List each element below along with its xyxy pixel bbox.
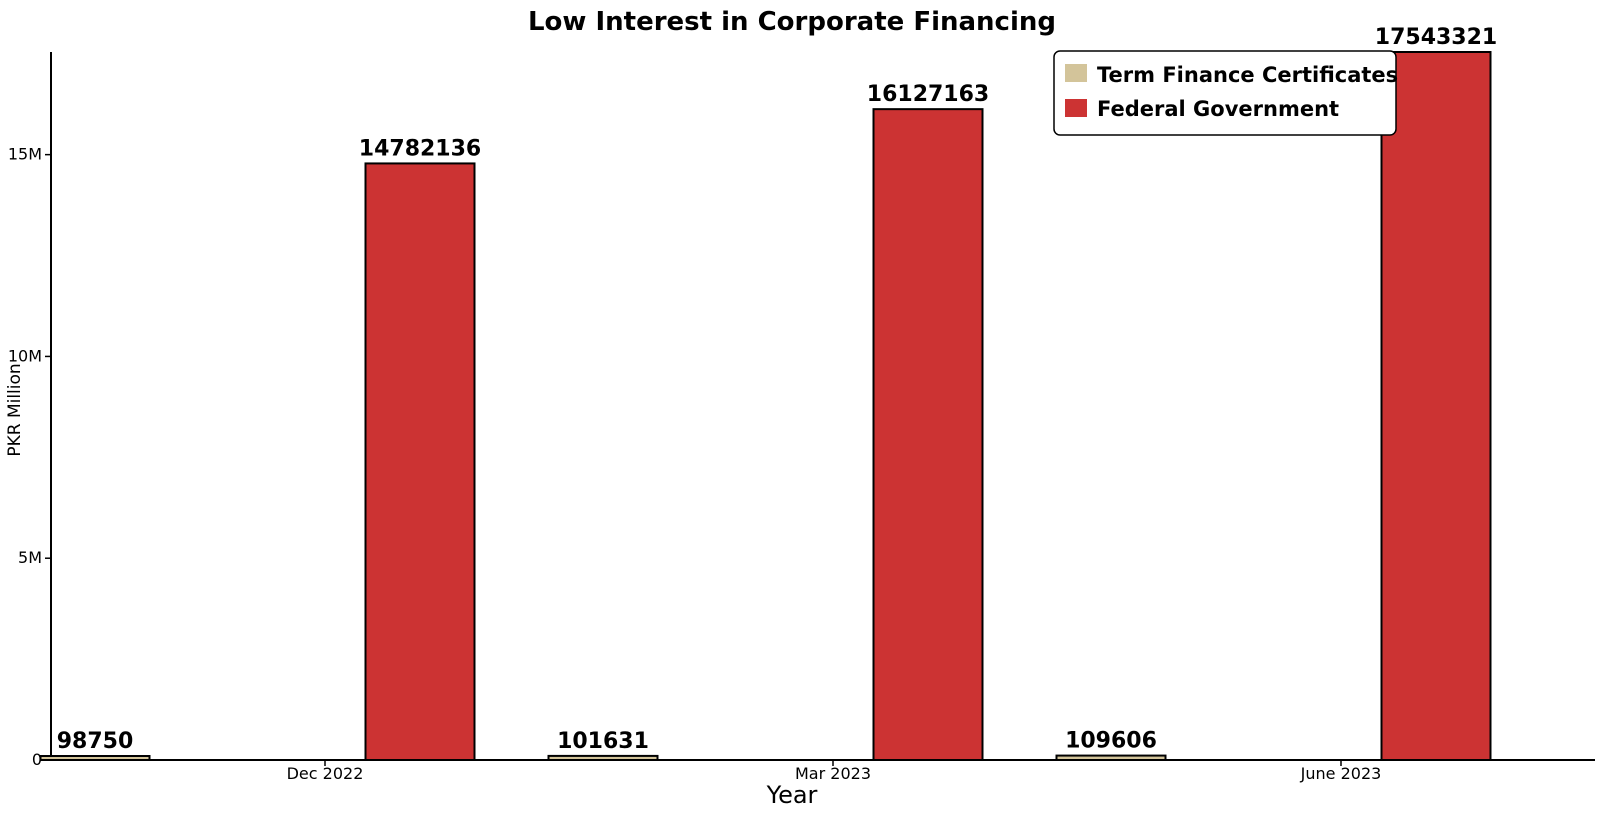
legend-swatch-term-finance-certificates — [1065, 64, 1087, 82]
y-tick-label: 5M — [18, 548, 42, 567]
legend-box — [1053, 50, 1397, 136]
y-tick-label: 0 — [32, 750, 42, 769]
bar-term-finance-certificates-june-2023 — [1055, 754, 1167, 761]
x-axis-title: Year — [766, 781, 818, 809]
data-label-term-finance-certificates-dec-2022: 98750 — [57, 729, 134, 754]
x-ticks: Dec 2022 Mar 2023 June 2023 — [287, 760, 1382, 783]
legend-label-term-finance-certificates: Term Finance Certificates — [1097, 63, 1398, 87]
data-label-term-finance-certificates-june-2023: 109606 — [1065, 729, 1157, 754]
x-tick-label-dec-2022: Dec 2022 — [287, 764, 364, 783]
data-label-term-finance-certificates-mar-2023: 101631 — [557, 729, 649, 754]
legend: Term Finance Certificates Federal Govern… — [1053, 50, 1398, 136]
y-tick-label: 10M — [8, 346, 42, 365]
bar-federal-government-june-2023 — [1380, 51, 1492, 761]
bar-term-finance-certificates-dec-2022 — [39, 755, 151, 761]
legend-label-federal-government: Federal Government — [1097, 97, 1339, 121]
data-labels: 98750 14782136 101631 16127163 109606 1754332… — [57, 25, 1498, 754]
x-tick-label-mar-2023: Mar 2023 — [795, 764, 871, 783]
data-label-federal-government-mar-2023: 16127163 — [867, 82, 989, 107]
bar-federal-government-dec-2022 — [364, 162, 476, 762]
bars — [39, 51, 1492, 762]
legend-swatch-federal-government — [1065, 99, 1087, 117]
y-tick-label: 15M — [8, 145, 42, 164]
data-label-federal-government-dec-2022: 14782136 — [359, 136, 481, 161]
chart-title: Low Interest in Corporate Financing — [528, 7, 1056, 37]
x-tick-label-june-2023: June 2023 — [1300, 764, 1382, 783]
y-ticks: 0 5M 10M 15M — [8, 145, 51, 769]
bar-federal-government-mar-2023 — [872, 108, 984, 762]
bar-term-finance-certificates-mar-2023 — [547, 754, 659, 761]
y-axis-title: PKR Million — [5, 363, 25, 456]
data-label-federal-government-june-2023: 17543321 — [1375, 25, 1497, 50]
